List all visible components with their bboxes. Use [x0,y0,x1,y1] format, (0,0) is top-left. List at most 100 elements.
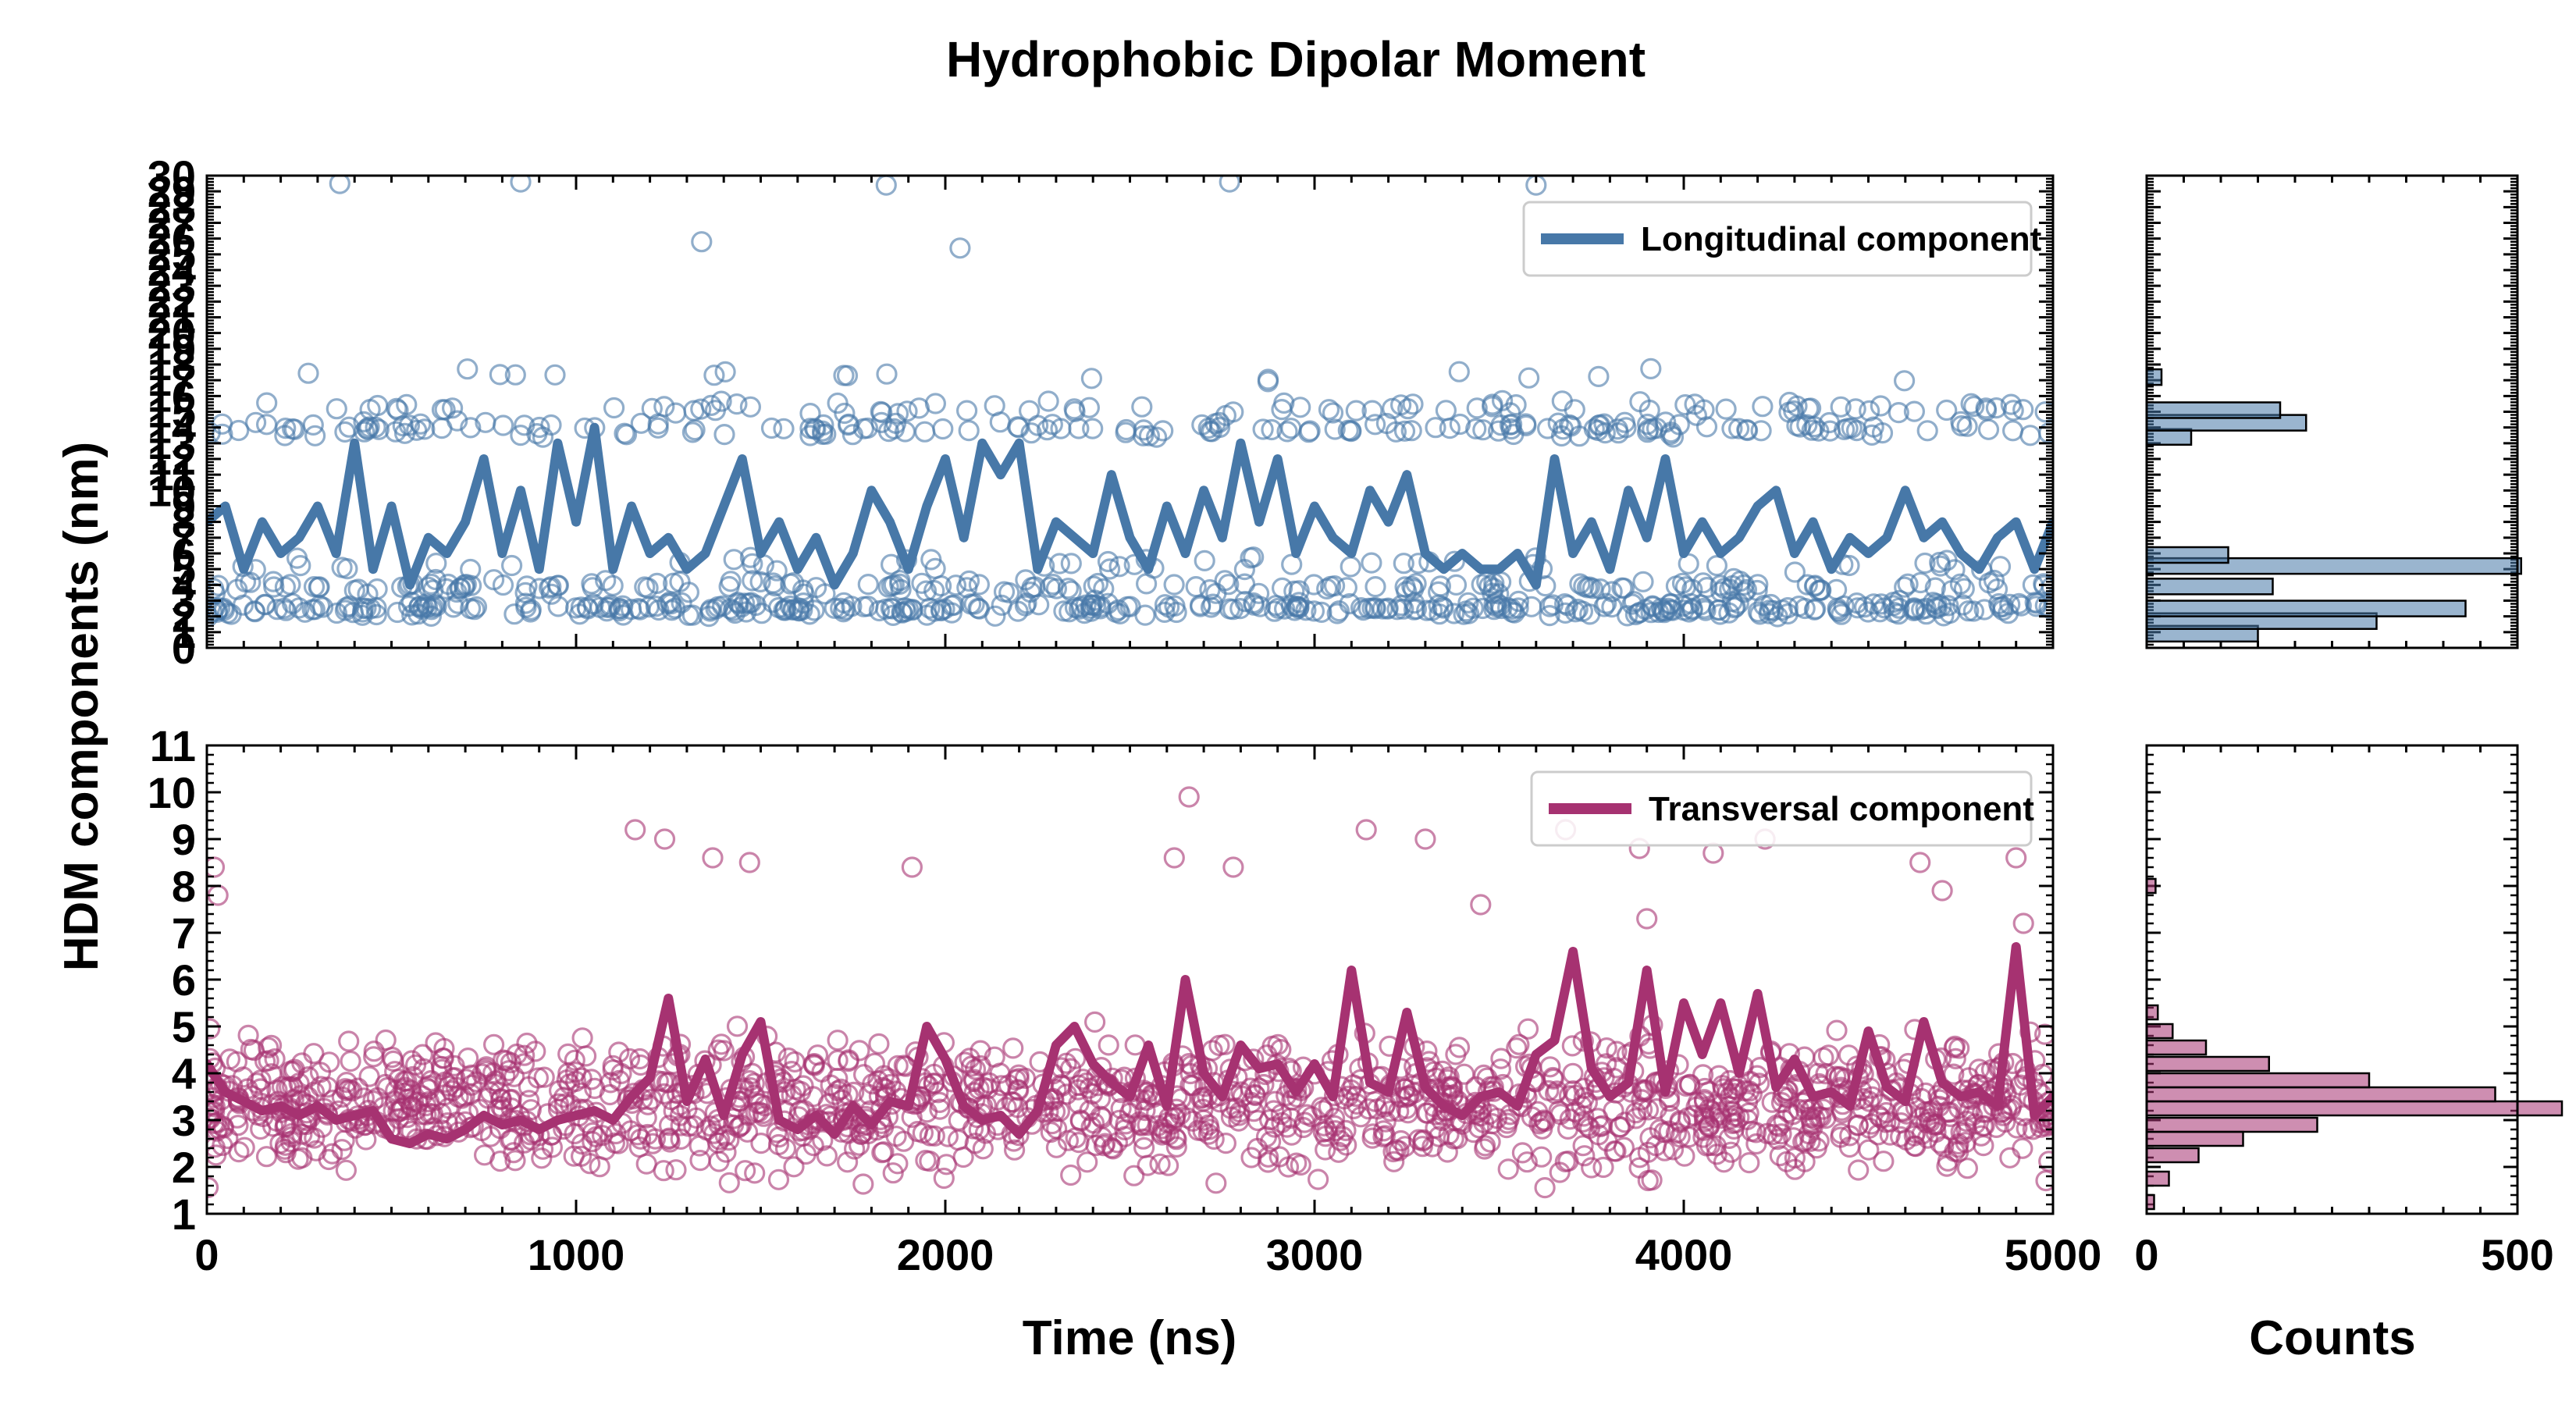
scatter-point [2034,1023,2053,1045]
scatter-point [1078,397,1101,418]
scatter-point [432,1048,454,1069]
scatter-point [570,1145,592,1167]
scatter-point [1060,1164,1082,1186]
scatter-point [1796,414,1818,436]
y-tick-label: 16 [148,372,196,421]
scatter-point [653,828,676,850]
scatter-point [1271,577,1293,599]
y-tick-label: 10 [148,466,196,515]
scatter-point [422,596,444,618]
legend-box [1522,201,2033,277]
scatter-point [464,599,486,621]
scatter-point [447,410,468,432]
scatter-point [460,558,482,581]
scatter-point [1233,573,1256,595]
scatter-point [1435,400,1457,422]
scatter-point [287,1148,309,1170]
scatter-point [1637,422,1659,443]
scatter-point [1750,420,1772,442]
scatter-point [958,570,980,592]
scatter-point [261,1034,283,1056]
scatter-point [1528,1113,1550,1135]
scatter-point [1002,1037,1024,1059]
y-tick-label: 6 [172,529,196,578]
y-tick-label: 20 [148,309,196,358]
scatter-point [923,600,945,622]
scatter-point [1847,597,1869,619]
scatter-point [713,423,735,446]
scatter-point [461,1064,482,1087]
histogram-bar [2145,368,2163,386]
scatter-point [1489,1058,1512,1080]
scatter-point [1631,1079,1653,1101]
scatter-point [258,1037,279,1058]
scatter-point [1802,1117,1823,1139]
scatter-point [1905,599,1927,621]
scatter-point [1629,601,1651,624]
scatter-point [1470,894,1492,916]
scatter-point [1557,1150,1579,1172]
scatter-point [1800,397,1822,419]
scatter-point [1191,1087,1214,1108]
scatter-point [556,1069,578,1091]
scatter-point [533,1066,555,1088]
scatter-point [375,1029,397,1051]
scatter-point [820,1074,841,1096]
scatter-point [1838,554,1860,577]
scatter-point [748,1101,770,1123]
scatter-point [1819,420,1841,442]
y-tick-label: 26 [148,215,196,264]
scatter-point [1343,1097,1364,1120]
scatter-point [1393,553,1414,574]
scatter-point [404,1054,427,1076]
y-tick-label: 5 [172,1002,196,1051]
scatter-point [1394,576,1416,598]
scatter-point [1372,1120,1395,1142]
scatter-point [863,1052,886,1074]
scatter-point [968,574,991,596]
scatter-point [397,1117,418,1139]
scatter-point [1539,604,1560,627]
scatter-point [836,1151,859,1173]
y-tick-label: 13 [148,419,196,468]
scatter-point [1848,1159,1870,1181]
scatter-point [1674,1145,1695,1167]
scatter-point [1871,422,1894,444]
histogram-bar [2145,1086,2496,1103]
scatter-point [1037,390,1059,412]
scatter-point [891,602,913,624]
y-tick-label: 29 [148,167,196,216]
scatter-point [1040,1121,1062,1144]
scatter-point [1165,1127,1187,1149]
scatter-point [1425,417,1446,439]
scatter-point [1591,1115,1613,1136]
scatter-point [1149,1153,1171,1175]
scatter-point [1199,578,1221,601]
y-tick-label: 18 [148,340,196,389]
scatter-point [548,1080,571,1101]
scatter-point [920,549,942,571]
scatter-point [1018,400,1041,422]
scatter-point [1581,1157,1603,1179]
scatter-point [635,1153,657,1175]
scatter-point [441,397,464,419]
scatter-point [1457,592,1479,614]
y-tick-label: 23 [148,261,196,311]
scatter-point [244,601,266,623]
legend-label: Longitudinal component [1641,220,2042,258]
scatter-point [873,1141,895,1163]
scatter-point [1669,1126,1691,1148]
scatter-point [1999,593,2021,616]
scatter-point [707,596,729,618]
scatter-point [245,411,267,433]
scatter-point [1108,556,1130,578]
scatter-point [1530,1111,1552,1133]
scatter-point [288,597,310,619]
scatter-point [738,852,760,873]
scatter-point [1264,600,1286,622]
scatter-point [1962,1104,1984,1126]
scatter-point [402,1090,425,1112]
scatter-point [1059,1058,1082,1080]
scatter-point [1091,1107,1113,1129]
scatter-point [386,397,407,420]
